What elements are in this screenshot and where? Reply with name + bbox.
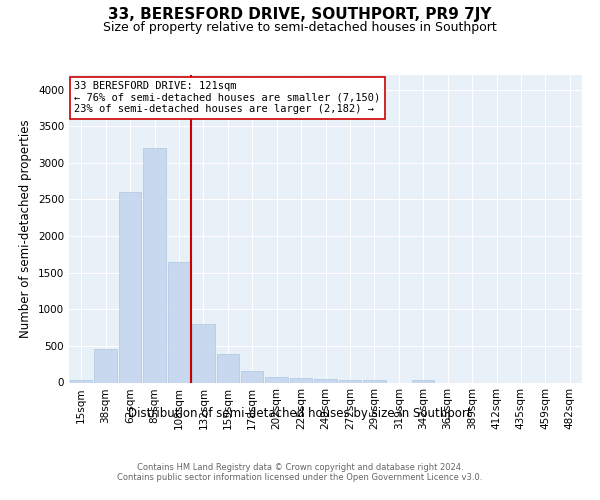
Bar: [94, 349, 117, 382]
Bar: [290, 378, 313, 382]
Text: Distribution of semi-detached houses by size in Southport: Distribution of semi-detached houses by …: [128, 408, 472, 420]
Text: Contains HM Land Registry data © Crown copyright and database right 2024.
Contai: Contains HM Land Registry data © Crown c…: [118, 462, 482, 482]
Text: 33, BERESFORD DRIVE, SOUTHPORT, PR9 7JY: 33, BERESFORD DRIVE, SOUTHPORT, PR9 7JY: [108, 8, 492, 22]
Text: Size of property relative to semi-detached houses in Southport: Size of property relative to semi-detach…: [103, 21, 497, 34]
Bar: [143, 148, 166, 382]
Y-axis label: Number of semi-detached properties: Number of semi-detached properties: [19, 120, 32, 338]
Bar: [265, 376, 288, 382]
Bar: [412, 380, 434, 382]
Bar: [314, 379, 337, 382]
Bar: [363, 380, 386, 382]
Text: 33 BERESFORD DRIVE: 121sqm
← 76% of semi-detached houses are smaller (7,150)
23%: 33 BERESFORD DRIVE: 121sqm ← 76% of semi…: [74, 81, 380, 114]
Bar: [119, 192, 142, 382]
Bar: [217, 354, 239, 382]
Bar: [167, 262, 190, 382]
Bar: [70, 380, 92, 382]
Bar: [338, 380, 361, 382]
Bar: [241, 371, 263, 382]
Bar: [192, 324, 215, 382]
